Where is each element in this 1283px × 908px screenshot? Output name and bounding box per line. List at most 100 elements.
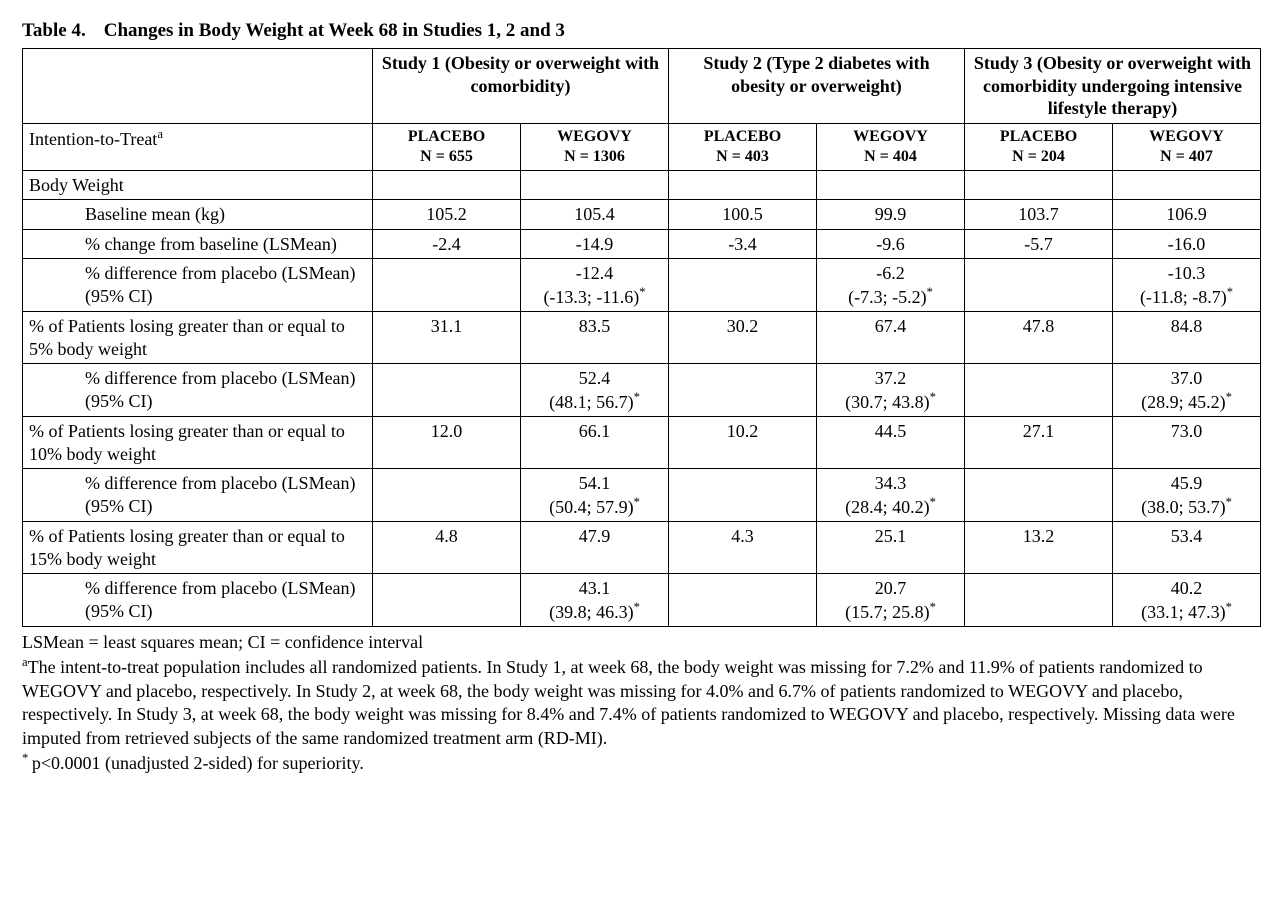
data-cell: 4.3 (669, 522, 817, 574)
placebo-n: PLACEBON = 403 (669, 123, 817, 170)
drug-n: WEGOVYN = 1306 (521, 123, 669, 170)
drug-n: WEGOVYN = 407 (1113, 123, 1261, 170)
section-label: Body Weight (23, 170, 373, 200)
data-cell (965, 259, 1113, 312)
data-cell: 52.4(48.1; 56.7)* (521, 364, 669, 417)
data-cell: 25.1 (817, 522, 965, 574)
empty-cell (373, 170, 521, 200)
row-label: % difference from placebo (LSMean) (95% … (23, 469, 373, 522)
data-cell (373, 469, 521, 522)
data-cell: 30.2 (669, 312, 817, 364)
data-cell (373, 574, 521, 627)
study-header: Study 2 (Type 2 diabetes with obesity or… (669, 49, 965, 124)
data-cell: -2.4 (373, 229, 521, 259)
table-row: Body Weight (23, 170, 1261, 200)
data-cell: 27.1 (965, 417, 1113, 469)
row-label: % change from baseline (LSMean) (23, 229, 373, 259)
data-cell: 44.5 (817, 417, 965, 469)
data-cell: 47.9 (521, 522, 669, 574)
table-row: Baseline mean (kg)105.2105.4100.599.9103… (23, 200, 1261, 230)
table-row: % difference from placebo (LSMean) (95% … (23, 574, 1261, 627)
data-cell: -14.9 (521, 229, 669, 259)
data-cell: 10.2 (669, 417, 817, 469)
data-cell: 20.7(15.7; 25.8)* (817, 574, 965, 627)
data-cell: 13.2 (965, 522, 1113, 574)
empty-cell (817, 170, 965, 200)
table-number: Table 4. (22, 20, 86, 42)
row-label: % difference from placebo (LSMean) (95% … (23, 364, 373, 417)
row-label: % of Patients losing greater than or equ… (23, 312, 373, 364)
drug-n: WEGOVYN = 404 (817, 123, 965, 170)
placebo-n: PLACEBON = 655 (373, 123, 521, 170)
data-cell: 31.1 (373, 312, 521, 364)
data-cell (965, 574, 1113, 627)
header-blank (23, 49, 373, 124)
table-row: Intention-to-TreataPLACEBON = 655WEGOVYN… (23, 123, 1261, 170)
data-cell: -9.6 (817, 229, 965, 259)
table-row: Study 1 (Obesity or overweight with como… (23, 49, 1261, 124)
data-cell: -3.4 (669, 229, 817, 259)
data-cell: -12.4(-13.3; -11.6)* (521, 259, 669, 312)
data-cell: 37.0(28.9; 45.2)* (1113, 364, 1261, 417)
empty-cell (965, 170, 1113, 200)
empty-cell (1113, 170, 1261, 200)
data-cell: 4.8 (373, 522, 521, 574)
data-cell (669, 259, 817, 312)
table-row: % difference from placebo (LSMean) (95% … (23, 469, 1261, 522)
footnote-a: aThe intent-to-treat population includes… (22, 654, 1261, 750)
placebo-n: PLACEBON = 204 (965, 123, 1113, 170)
data-cell: 99.9 (817, 200, 965, 230)
data-cell: 43.1(39.8; 46.3)* (521, 574, 669, 627)
row-label: Baseline mean (kg) (23, 200, 373, 230)
footnote-asterisk: * p<0.0001 (unadjusted 2-sided) for supe… (22, 750, 1261, 775)
study-header: Study 1 (Obesity or overweight with como… (373, 49, 669, 124)
data-cell (373, 259, 521, 312)
data-cell (965, 364, 1113, 417)
data-cell: 12.0 (373, 417, 521, 469)
table-row: % change from baseline (LSMean)-2.4-14.9… (23, 229, 1261, 259)
data-cell (669, 364, 817, 417)
table-row: % of Patients losing greater than or equ… (23, 312, 1261, 364)
data-cell: 40.2(33.1; 47.3)* (1113, 574, 1261, 627)
data-cell: 106.9 (1113, 200, 1261, 230)
data-cell: 105.4 (521, 200, 669, 230)
row-label: % of Patients losing greater than or equ… (23, 417, 373, 469)
data-cell: 66.1 (521, 417, 669, 469)
data-cell: 105.2 (373, 200, 521, 230)
table-title: Table 4. Changes in Body Weight at Week 6… (22, 20, 1261, 42)
data-cell (669, 469, 817, 522)
row-label: % difference from placebo (LSMean) (95% … (23, 259, 373, 312)
table-row: % of Patients losing greater than or equ… (23, 417, 1261, 469)
data-cell: 45.9(38.0; 53.7)* (1113, 469, 1261, 522)
data-cell: -6.2(-7.3; -5.2)* (817, 259, 965, 312)
data-cell: 103.7 (965, 200, 1113, 230)
data-cell: 67.4 (817, 312, 965, 364)
data-cell: 37.2(30.7; 43.8)* (817, 364, 965, 417)
row-label: % difference from placebo (LSMean) (95% … (23, 574, 373, 627)
data-cell (669, 574, 817, 627)
data-cell (965, 469, 1113, 522)
data-cell: 83.5 (521, 312, 669, 364)
row-label: % of Patients losing greater than or equ… (23, 522, 373, 574)
table-row: % difference from placebo (LSMean) (95% … (23, 364, 1261, 417)
footnotes: LSMean = least squares mean; CI = confid… (22, 631, 1261, 775)
data-cell: 84.8 (1113, 312, 1261, 364)
data-cell: 73.0 (1113, 417, 1261, 469)
data-cell: 53.4 (1113, 522, 1261, 574)
data-cell: 100.5 (669, 200, 817, 230)
study-header: Study 3 (Obesity or overweight with como… (965, 49, 1261, 124)
data-table: Study 1 (Obesity or overweight with como… (22, 48, 1261, 627)
data-cell: -10.3(-11.8; -8.7)* (1113, 259, 1261, 312)
data-cell: 34.3(28.4; 40.2)* (817, 469, 965, 522)
empty-cell (521, 170, 669, 200)
table-row: % difference from placebo (LSMean) (95% … (23, 259, 1261, 312)
data-cell (373, 364, 521, 417)
data-cell: -5.7 (965, 229, 1113, 259)
itt-label: Intention-to-Treata (23, 123, 373, 170)
table-title-text: Changes in Body Weight at Week 68 in Stu… (104, 20, 565, 41)
empty-cell (669, 170, 817, 200)
data-cell: -16.0 (1113, 229, 1261, 259)
data-cell: 54.1(50.4; 57.9)* (521, 469, 669, 522)
table-row: % of Patients losing greater than or equ… (23, 522, 1261, 574)
footnote-abbrev: LSMean = least squares mean; CI = confid… (22, 631, 1261, 654)
